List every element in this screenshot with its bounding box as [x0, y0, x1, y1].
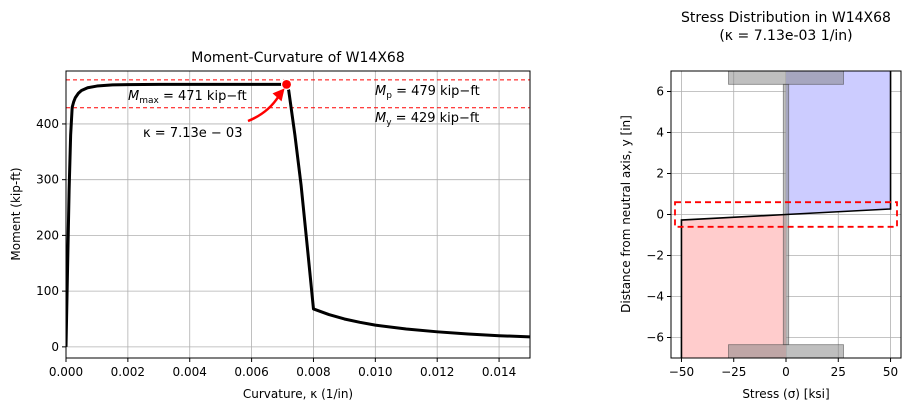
chart-1-frame	[65, 70, 531, 359]
chart-1-xlabel: Curvature, κ (1/in)	[243, 387, 353, 401]
chart-1-ytick-label: 200	[36, 228, 59, 242]
chart-2-xlabel: Stress (σ) [ksi]	[742, 387, 829, 401]
kappa-label: κ = 7.13e − 03	[143, 126, 242, 141]
chart-2-plot-area	[674, 71, 898, 358]
mmax-value: = 471 kip−ft	[159, 89, 247, 104]
chart-1-xtick-label: 0.014	[482, 365, 516, 379]
mp-value: = 479 kip−ft	[392, 84, 480, 99]
chart-2-ytick-label: 6	[656, 85, 664, 99]
chart-2-xtick-label: 25	[831, 365, 846, 379]
chart-2-ytick-label: 2	[656, 167, 664, 181]
chart-1-ytick-label: 100	[36, 284, 59, 298]
stress-profile-line	[680, 71, 892, 358]
chart-1-title: Moment-Curvature of W14X68	[191, 50, 404, 66]
mp-subscript: p	[386, 91, 392, 101]
kappa-arrow	[247, 95, 280, 123]
chart-1-xtick-label: 0.004	[173, 365, 207, 379]
chart-2-ytick-label: 0	[656, 208, 664, 222]
chart-1-grid	[65, 71, 530, 358]
chart-2-ytick-label: −2	[646, 249, 664, 263]
kappa-arrowhead	[272, 88, 285, 102]
chart-2-ticks: −50 −25 0 25 50 6 4 2 0 −2 −4 −6	[646, 85, 898, 380]
my-label: My = 429 kip−ft	[375, 111, 479, 128]
chart-1-ytick-label: 400	[36, 117, 59, 131]
mmax-subscript: max	[139, 96, 159, 106]
chart-1-ylabel: Moment (kip-ft)	[9, 167, 23, 260]
mmax-label: Mmax = 471 kip−ft	[128, 89, 247, 106]
max-moment-marker	[280, 78, 293, 90]
mp-symbol: M	[375, 84, 386, 99]
chart-1-xtick-label: 0.012	[420, 365, 454, 379]
chart-1-xtick-label: 0.006	[234, 365, 268, 379]
chart-1-ytick-label: 0	[51, 340, 59, 354]
chart-1-xtick-label: 0.008	[296, 365, 330, 379]
my-subscript: y	[386, 118, 392, 128]
chart-2-xtick-label: −25	[721, 365, 746, 379]
chart-2-ytick-label: 4	[656, 126, 664, 140]
chart-1-ticks: 0.000 0.002 0.004 0.006 0.008 0.010 0.012 0.014…	[36, 117, 516, 379]
moment-curvature-chart: Moment-Curvature of W14X68 Mmax = 471 ki…	[9, 50, 531, 401]
chart-2-xtick-label: 50	[883, 365, 898, 379]
mmax-symbol: M	[128, 89, 139, 104]
chart-2-ytick-label: −4	[646, 290, 664, 304]
moment-curvature-line	[66, 82, 530, 347]
chart-1-xtick-label: 0.000	[49, 365, 83, 379]
compression-fill	[786, 71, 891, 215]
elastic-core-box	[674, 201, 898, 228]
my-symbol: M	[375, 111, 386, 126]
chart-2-ytick-label: −6	[646, 331, 664, 345]
chart-2-xtick-label: 0	[782, 365, 790, 379]
chart-2-xtick-label: −50	[669, 365, 694, 379]
chart-1-xtick-label: 0.010	[358, 365, 392, 379]
chart-2-ylabel: Distance from neutral axis, y [in]	[619, 115, 633, 313]
tension-fill	[681, 214, 786, 358]
chart-2-subtitle: (κ = 7.13e-03 1/in)	[719, 28, 852, 44]
chart-1-ytick-label: 300	[36, 173, 59, 187]
mp-label: Mp = 479 kip−ft	[375, 84, 480, 101]
my-value: = 429 kip−ft	[392, 111, 480, 126]
chart-1-xtick-label: 0.002	[111, 365, 145, 379]
chart-2-title: Stress Distribution in W14X68	[681, 10, 891, 26]
stress-distribution-chart: Stress Distribution in W14X68 (κ = 7.13e…	[619, 10, 902, 401]
